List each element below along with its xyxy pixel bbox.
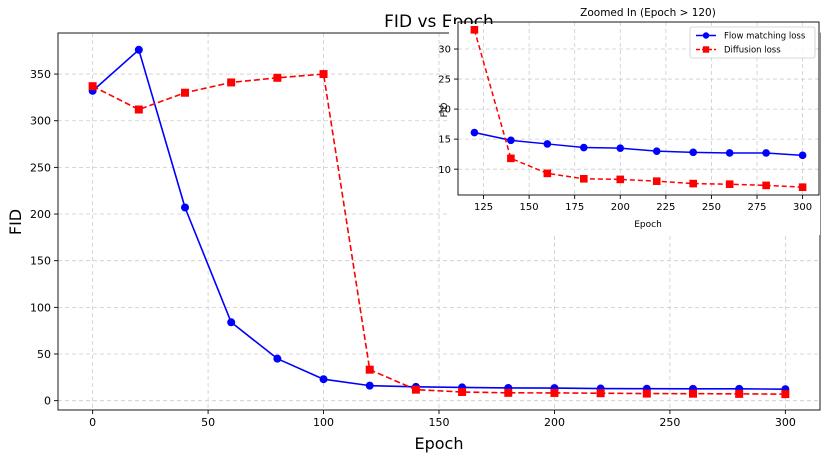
main-x-tick-label: 0 [89, 416, 96, 429]
main-x-tick-label: 300 [775, 416, 796, 429]
inset-flow-matching-point [470, 128, 479, 137]
inset-legend: Flow matching loss Diffusion loss [689, 26, 816, 59]
inset-x-tick-label: 300 [793, 202, 812, 213]
main-panel: 0 50 100 150 200 250 300 0 50 100 150 200 250 300 350… [6, 12, 821, 453]
main-diffusion-point [689, 389, 697, 398]
inset-y-axis-ticks: 10 15 20 25 30 [438, 45, 458, 176]
inset-x-tick-label: 150 [520, 202, 539, 213]
inset-diffusion-point [689, 179, 697, 188]
inset-panel: 125 150 175 200 225 250 275 300 10 15 20 25 30 Epoc… [438, 7, 820, 235]
inset-y-tick-label: 25 [438, 75, 451, 86]
inset-diffusion-point [543, 169, 552, 178]
main-y-tick-label: 350 [30, 68, 51, 81]
inset-y-tick-label: 15 [438, 135, 451, 146]
main-x-axis-ticks: 0 50 100 150 200 250 300 [89, 410, 796, 429]
main-diffusion-point [181, 88, 189, 97]
inset-y-axis-label: FID [440, 103, 450, 118]
main-flow-matching-point [365, 381, 374, 390]
main-y-axis-label: FID [6, 209, 25, 235]
main-diffusion-point [134, 105, 143, 114]
main-y-axis-ticks: 0 50 100 150 200 250 300 350 [30, 68, 58, 408]
main-flow-matching-point [134, 45, 143, 54]
main-series-layer [88, 45, 790, 399]
inset-x-tick-label: 225 [656, 202, 675, 213]
main-x-tick-label: 200 [544, 416, 565, 429]
inset-flow-matching-point [762, 149, 770, 157]
inset-flow-matching-point [616, 144, 625, 152]
main-x-tick-label: 250 [659, 416, 680, 429]
main-diffusion-point [365, 365, 374, 374]
inset-flow-matching-point [798, 151, 807, 160]
main-flow-matching-point [273, 354, 282, 363]
inset-x-tick-label: 250 [702, 202, 721, 213]
inset-y-tick-label: 30 [438, 45, 451, 56]
main-diffusion-point [642, 389, 651, 398]
main-diffusion-point [458, 387, 467, 396]
inset-x-tick-label: 125 [474, 202, 493, 213]
main-x-tick-label: 100 [313, 416, 334, 429]
inset-diffusion-point [725, 180, 734, 188]
main-series-flow-matching-line [92, 48, 786, 390]
main-diffusion-point [273, 73, 282, 82]
legend-flow-marker [702, 32, 710, 39]
main-series-diffusion-line [92, 73, 786, 395]
inset-flow-matching-point [725, 149, 734, 157]
legend-box [689, 26, 816, 59]
inset-flow-matching-point [652, 147, 661, 155]
main-diffusion-point [735, 389, 744, 398]
main-diffusion-point [88, 82, 97, 91]
inset-x-axis-ticks: 125 150 175 200 225 250 275 300 [474, 195, 812, 213]
main-diffusion-point [596, 389, 605, 398]
inset-plot-frame [457, 21, 820, 196]
inset-flow-matching-point [543, 140, 552, 148]
inset-flow-matching-point [689, 148, 697, 157]
inset-diffusion-point [798, 183, 807, 191]
legend-flow-label: Flow matching loss [724, 32, 806, 42]
main-flow-matching-point [181, 203, 189, 212]
inset-x-tick-label: 275 [747, 202, 766, 213]
inset-diffusion-point [652, 177, 661, 185]
main-x-axis-label: Epoch [415, 434, 464, 453]
main-y-tick-label: 0 [44, 395, 51, 408]
main-y-tick-label: 250 [30, 161, 51, 174]
legend-diffusion-marker [702, 46, 710, 53]
inset-x-tick-label: 175 [565, 202, 584, 213]
main-x-tick-label: 150 [429, 416, 450, 429]
main-diffusion-point [411, 385, 420, 394]
inset-diffusion-point [580, 174, 588, 183]
main-diffusion-point [319, 70, 328, 79]
inset-series-diffusion-line [473, 29, 803, 188]
inset-flow-matching-point [507, 136, 515, 145]
inset-y-tick-label: 20 [438, 105, 451, 116]
inset-y-tick-label: 10 [438, 165, 451, 176]
legend-diffusion-label: Diffusion loss [724, 46, 781, 56]
main-y-tick-label: 100 [30, 301, 51, 314]
main-y-tick-label: 50 [37, 348, 51, 361]
main-diffusion-point [781, 390, 790, 399]
main-diffusion-point [227, 78, 236, 87]
inset-diffusion-point [507, 154, 515, 163]
inset-x-tick-label: 200 [611, 202, 630, 213]
inset-series-flow-matching-line [474, 131, 803, 157]
inset-diffusion-point [616, 175, 625, 184]
main-grid [58, 33, 820, 410]
inset-flow-matching-point [580, 143, 588, 152]
main-diffusion-point [504, 388, 513, 397]
inset-diffusion-point [470, 26, 479, 34]
main-flow-matching-point [319, 375, 328, 384]
main-y-tick-label: 150 [30, 255, 51, 268]
inset-x-axis-label: Epoch [634, 220, 662, 230]
main-flow-matching-point [227, 318, 236, 327]
inset-diffusion-point [762, 181, 770, 190]
main-diffusion-point [550, 388, 559, 397]
main-x-tick-label: 50 [201, 416, 215, 429]
inset-series-layer [470, 26, 807, 191]
main-y-tick-label: 300 [30, 115, 51, 128]
main-y-tick-label: 200 [30, 208, 51, 221]
inset-chart-title: Zoomed In (Epoch > 120) [580, 7, 716, 19]
inset-background [449, 24, 820, 235]
